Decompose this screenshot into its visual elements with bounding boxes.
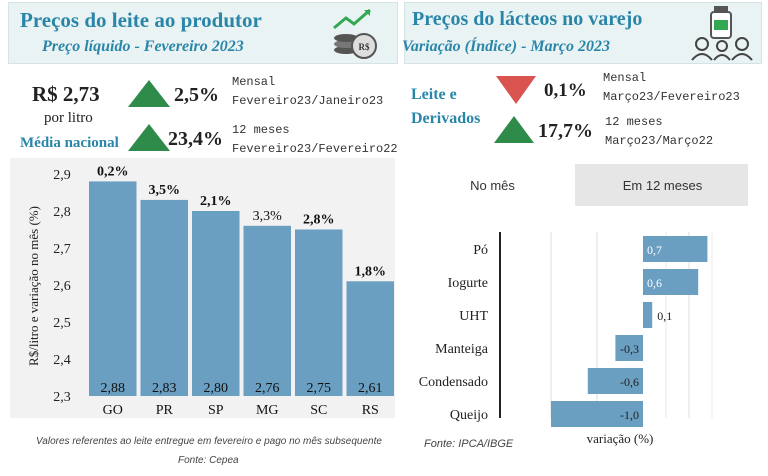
yearly-change: 23,4% [168, 128, 223, 150]
group-label-line2: Derivados [411, 110, 481, 127]
bar-change-label: 0,2% [97, 164, 129, 179]
retail-yearly-period: Março23/Março22 [605, 134, 714, 148]
retail-yearly-change: 17,7% [538, 120, 593, 142]
retail-yearly-label: 12 meses [605, 115, 663, 129]
yearly-label: 12 meses [232, 123, 290, 137]
tab-12-months[interactable]: Em 12 meses [622, 177, 703, 193]
hbar-Condensado [587, 368, 643, 394]
chart-source: Fonte: Cepea [178, 455, 239, 466]
category-label: Manteiga [435, 342, 489, 357]
y-tick-label: 2,7 [53, 242, 71, 257]
y-tick-label: 2,3 [53, 390, 71, 405]
x-tick-label: MG [256, 403, 279, 418]
monthly-change: 2,5% [174, 84, 219, 106]
chart-footnote: Valores referentes ao leite entregue em … [36, 436, 382, 447]
right-subtitle: Variação (Índice) - Março 2023 [402, 38, 610, 55]
bar-RS [346, 281, 394, 396]
left-header [8, 2, 398, 64]
bar-change-label: 3,5% [149, 183, 181, 198]
bar-SC [295, 229, 343, 396]
y-tick-label: 2,9 [53, 168, 71, 183]
x-axis-label: variação (%) [587, 431, 654, 446]
x-tick-label: SC [310, 403, 327, 418]
price-unit: por litro [44, 110, 93, 126]
right-title: Preços do lácteos no varejo [412, 8, 643, 30]
hbar-value-label: -1,0 [620, 408, 639, 422]
monthly-label: Mensal [232, 75, 276, 89]
svg-text:R$: R$ [359, 42, 370, 52]
national-price: R$ 2,73 [32, 82, 100, 106]
yearly-up-arrow-icon [128, 124, 170, 157]
bar-GO [89, 181, 137, 396]
yearly-period: Fevereiro23/Fevereiro22 [232, 142, 398, 156]
bar-change-label: 2,1% [200, 194, 232, 209]
monthly-period: Fevereiro23/Janeiro23 [232, 94, 384, 108]
x-tick-label: SP [208, 403, 224, 418]
y-tick-label: 2,8 [53, 205, 71, 220]
bar-MG [243, 225, 291, 396]
bar-value-label: 2,61 [358, 381, 383, 396]
hbar-Pó [643, 236, 708, 262]
category-label: UHT [459, 309, 488, 324]
x-tick-label: RS [362, 403, 379, 418]
hbar-Iogurte [643, 269, 699, 295]
group-label-line1: Leite e [411, 86, 457, 103]
retail-yearly-up-arrow-icon [494, 116, 534, 149]
retail-monthly-period: Março23/Fevereiro23 [603, 90, 740, 104]
bar-change-label: 3,3% [253, 209, 283, 224]
bar-PR [140, 199, 188, 396]
monthly-down-arrow-icon [496, 76, 536, 109]
hbar-Manteiga [615, 335, 643, 361]
y-axis-label: R$/litro e variação no mês (%) [26, 206, 41, 366]
milk-family-icon [690, 4, 754, 62]
left-title: Preços do leite ao produtor [20, 8, 262, 32]
bar-value-label: 2,75 [307, 381, 332, 396]
bar-value-label: 2,83 [152, 381, 177, 396]
tab-monthly[interactable]: No mês [410, 164, 575, 206]
hbar-value-label: 0,7 [647, 243, 662, 257]
retail-variation-chart: Pó 0,7 Iogurte 0,6 UHT 0,1 Manteiga -0,3 Condens… [400, 222, 760, 450]
hbar-UHT [643, 302, 653, 328]
x-tick-label: GO [103, 403, 123, 418]
hbar-value-label: -0,3 [620, 342, 639, 356]
national-average-label: Média nacional [20, 135, 119, 151]
monthly-up-arrow-icon [128, 80, 170, 113]
y-tick-label: 2,6 [53, 279, 71, 294]
hbar-value-label: 0,1 [657, 309, 672, 323]
x-tick-label: PR [156, 403, 174, 418]
retail-chart-source: Fonte: IPCA/IBGE [424, 438, 514, 450]
category-label: Iogurte [448, 276, 488, 291]
category-label: Pó [473, 243, 488, 258]
retail-monthly-label: Mensal [603, 71, 647, 85]
left-subtitle: Preço líquido - Fevereiro 2023 [42, 38, 244, 55]
bar-change-label: 2,8% [303, 213, 335, 228]
bar-value-label: 2,88 [101, 381, 126, 396]
y-tick-label: 2,4 [53, 353, 71, 368]
retail-monthly-change: 0,1% [544, 80, 587, 101]
hbar-Queijo [551, 401, 643, 427]
state-price-chart: R$/litro e variação no mês (%) 2,3 2,4 2,5 2… [10, 158, 395, 418]
category-label: Condensado [419, 375, 488, 390]
bar-value-label: 2,80 [204, 381, 229, 396]
hbar-value-label: 0,6 [647, 276, 662, 290]
coins-chart-icon: R$ [330, 6, 380, 60]
bar-SP [192, 211, 240, 396]
y-tick-label: 2,5 [53, 316, 71, 331]
category-label: Queijo [450, 408, 488, 423]
hbar-value-label: -0,6 [620, 375, 639, 389]
bar-change-label: 1,8% [355, 264, 387, 279]
bar-value-label: 2,76 [255, 381, 280, 396]
